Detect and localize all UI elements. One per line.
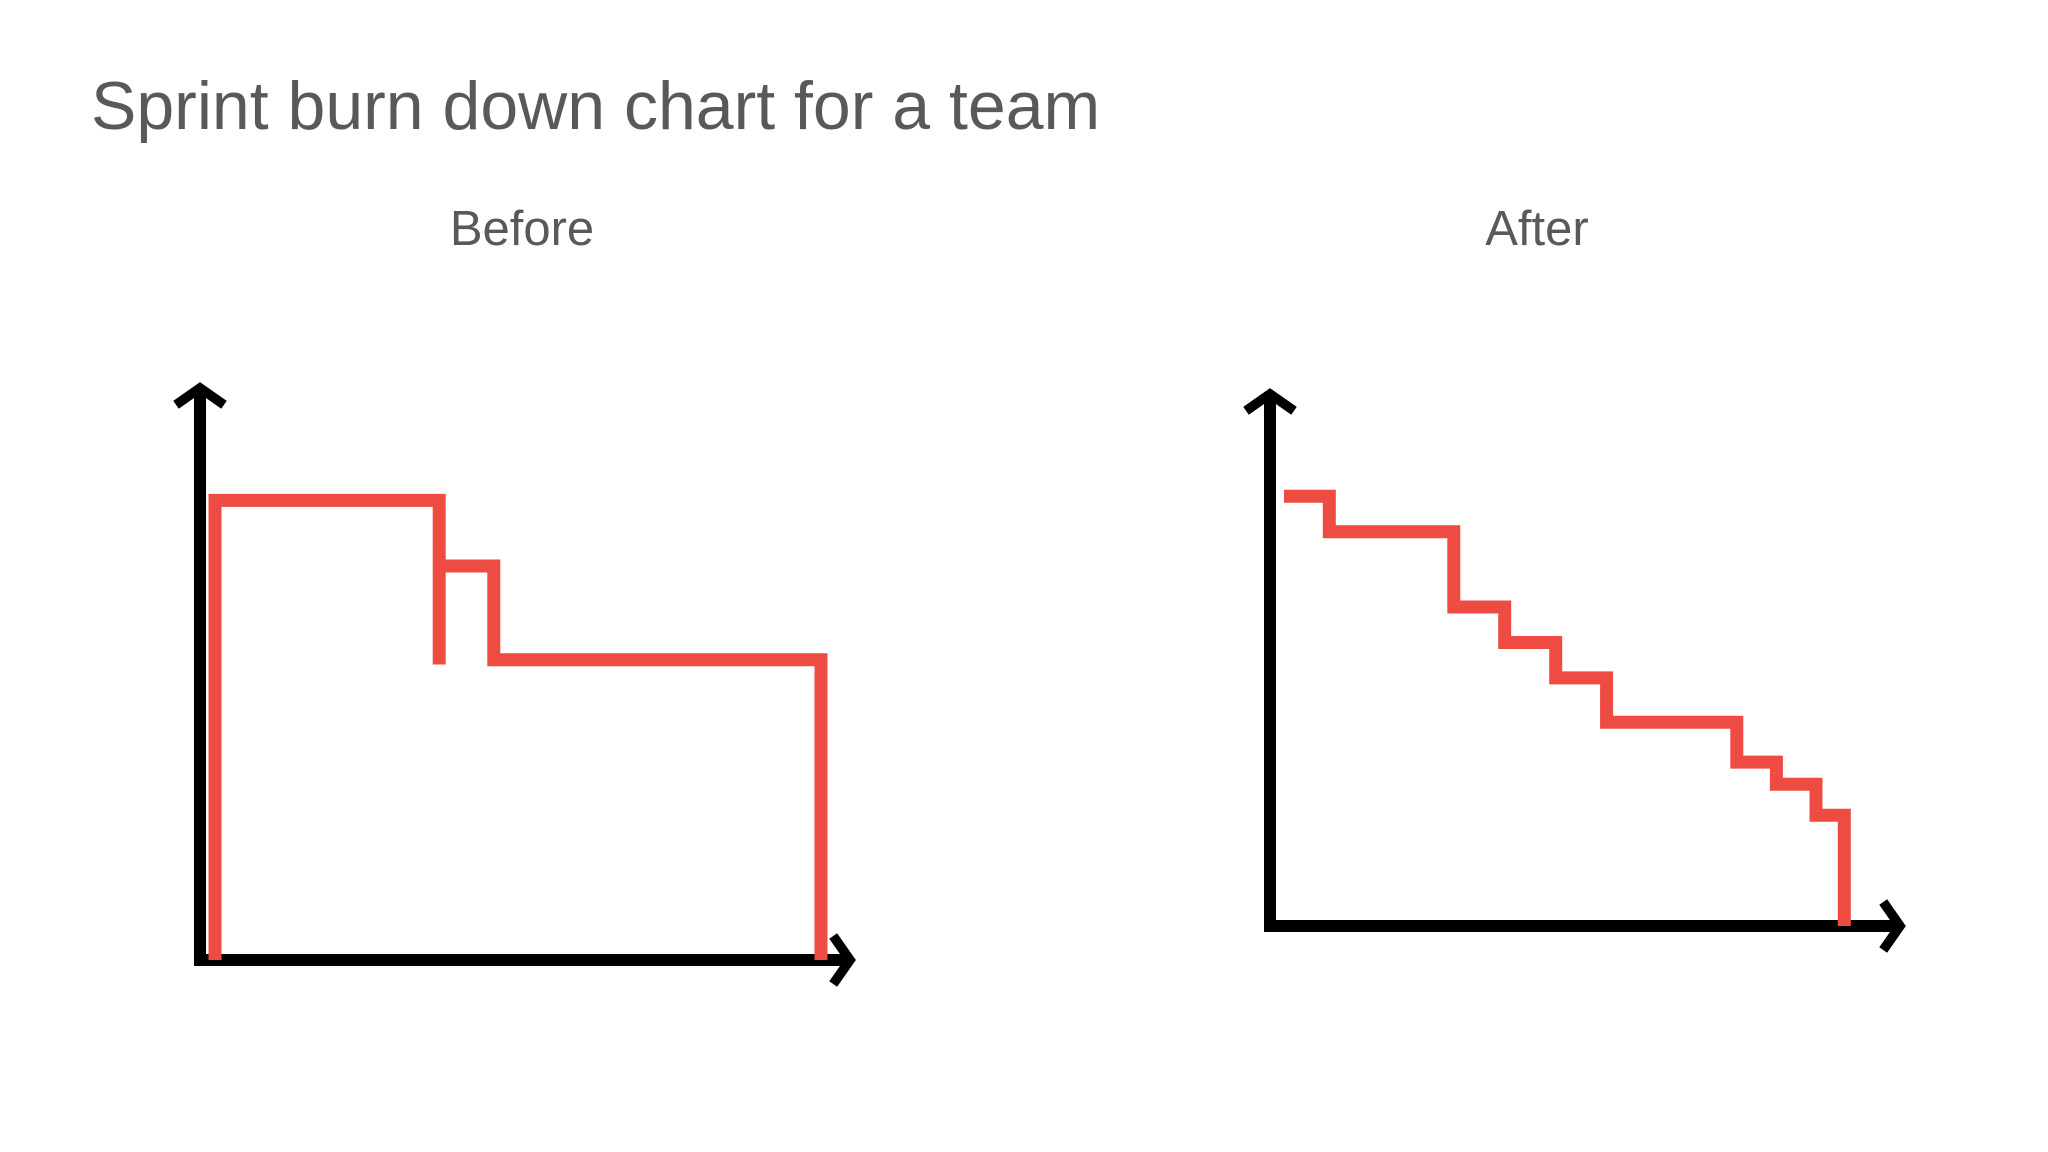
- x-axis-arrowhead: [1879, 899, 1906, 953]
- y-axis-arrowhead: [173, 382, 227, 409]
- x-axis-arrowhead: [829, 933, 856, 987]
- burndown-chart-before: [173, 382, 856, 987]
- burndown-line: [208, 493, 828, 960]
- slide-title: Sprint burn down chart for a team: [91, 68, 1101, 144]
- burndown-chart-after: [1243, 388, 1906, 953]
- burndown-line: [1284, 489, 1851, 926]
- y-axis-arrowhead: [1243, 388, 1297, 415]
- chart-title-after: After: [1485, 202, 1589, 256]
- chart-title-before: Before: [449, 202, 595, 256]
